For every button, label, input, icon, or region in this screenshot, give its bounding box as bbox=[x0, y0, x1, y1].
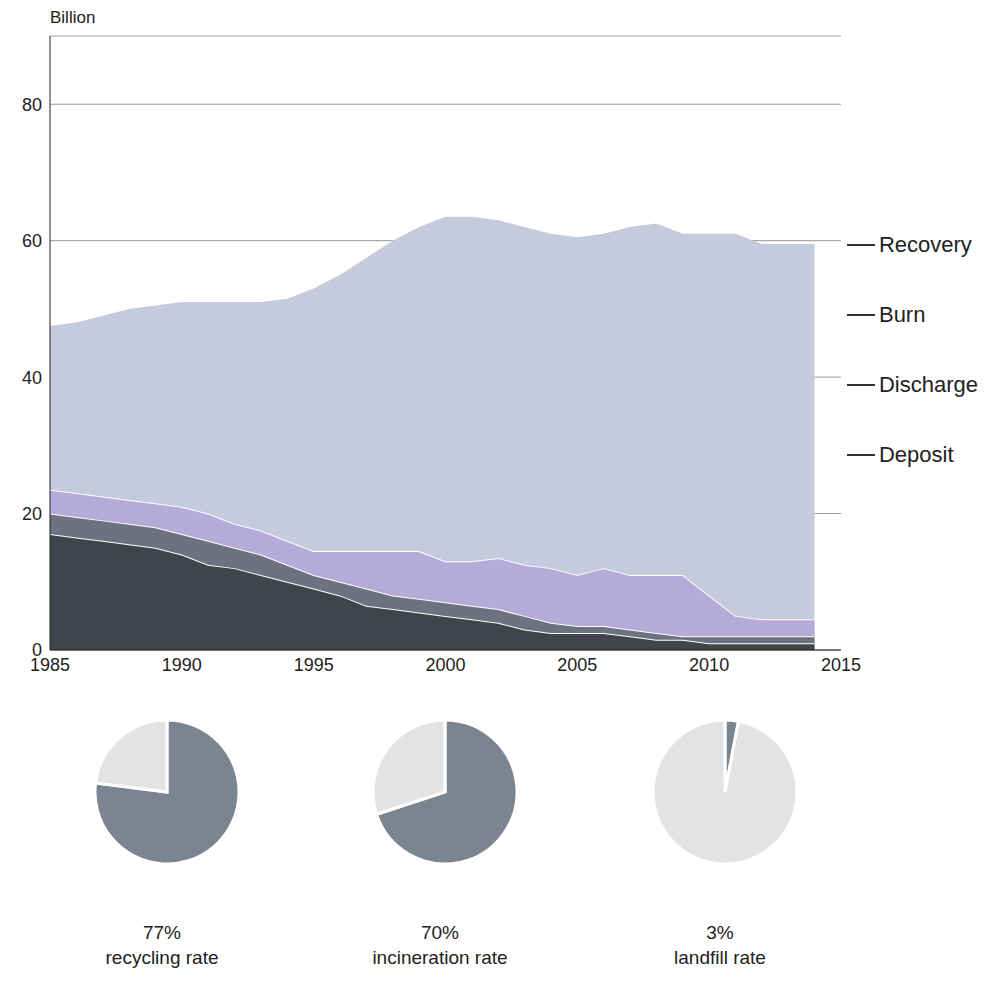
html-text:Billion: Billion bbox=[50, 8, 96, 27]
svg-text:80: 80 bbox=[22, 95, 42, 115]
svg-text:1990: 1990 bbox=[162, 655, 202, 675]
html-text:landfill rate: landfill rate bbox=[674, 947, 766, 968]
svg-text:2005: 2005 bbox=[557, 655, 597, 675]
svg-text:2000: 2000 bbox=[425, 655, 465, 675]
html-text:Deposit: Deposit bbox=[879, 442, 954, 467]
html-text:77%: 77% bbox=[143, 922, 181, 943]
svg-text:0: 0 bbox=[32, 640, 42, 660]
svg-text:1995: 1995 bbox=[294, 655, 334, 675]
html-text:Burn: Burn bbox=[879, 302, 926, 327]
svg-text:2010: 2010 bbox=[689, 655, 729, 675]
html-text:Recovery: Recovery bbox=[879, 232, 972, 257]
html-text:recycling rate: recycling rate bbox=[105, 947, 219, 968]
svg-text:40: 40 bbox=[22, 368, 42, 388]
html-text:Discharge: Discharge bbox=[879, 372, 978, 397]
svg-text:60: 60 bbox=[22, 231, 42, 251]
svg-text:2015: 2015 bbox=[821, 655, 861, 675]
svg-text:20: 20 bbox=[22, 504, 42, 524]
html-text:70%: 70% bbox=[421, 922, 459, 943]
html-text:incineration rate: incineration rate bbox=[372, 947, 508, 968]
html-text:3%: 3% bbox=[706, 922, 734, 943]
svg-text:1985: 1985 bbox=[30, 654, 70, 675]
